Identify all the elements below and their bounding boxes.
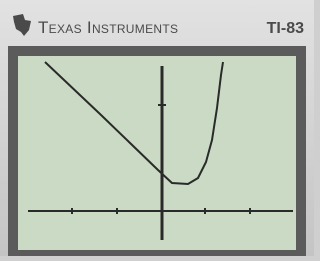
brand: Texas Instruments [38,18,178,37]
lcd [18,56,296,250]
calculator: Texas Instruments TI-83 [0,0,314,256]
page: Texas Instruments TI-83 (() => { const d… [0,0,314,256]
model: TI-83 [267,20,304,37]
